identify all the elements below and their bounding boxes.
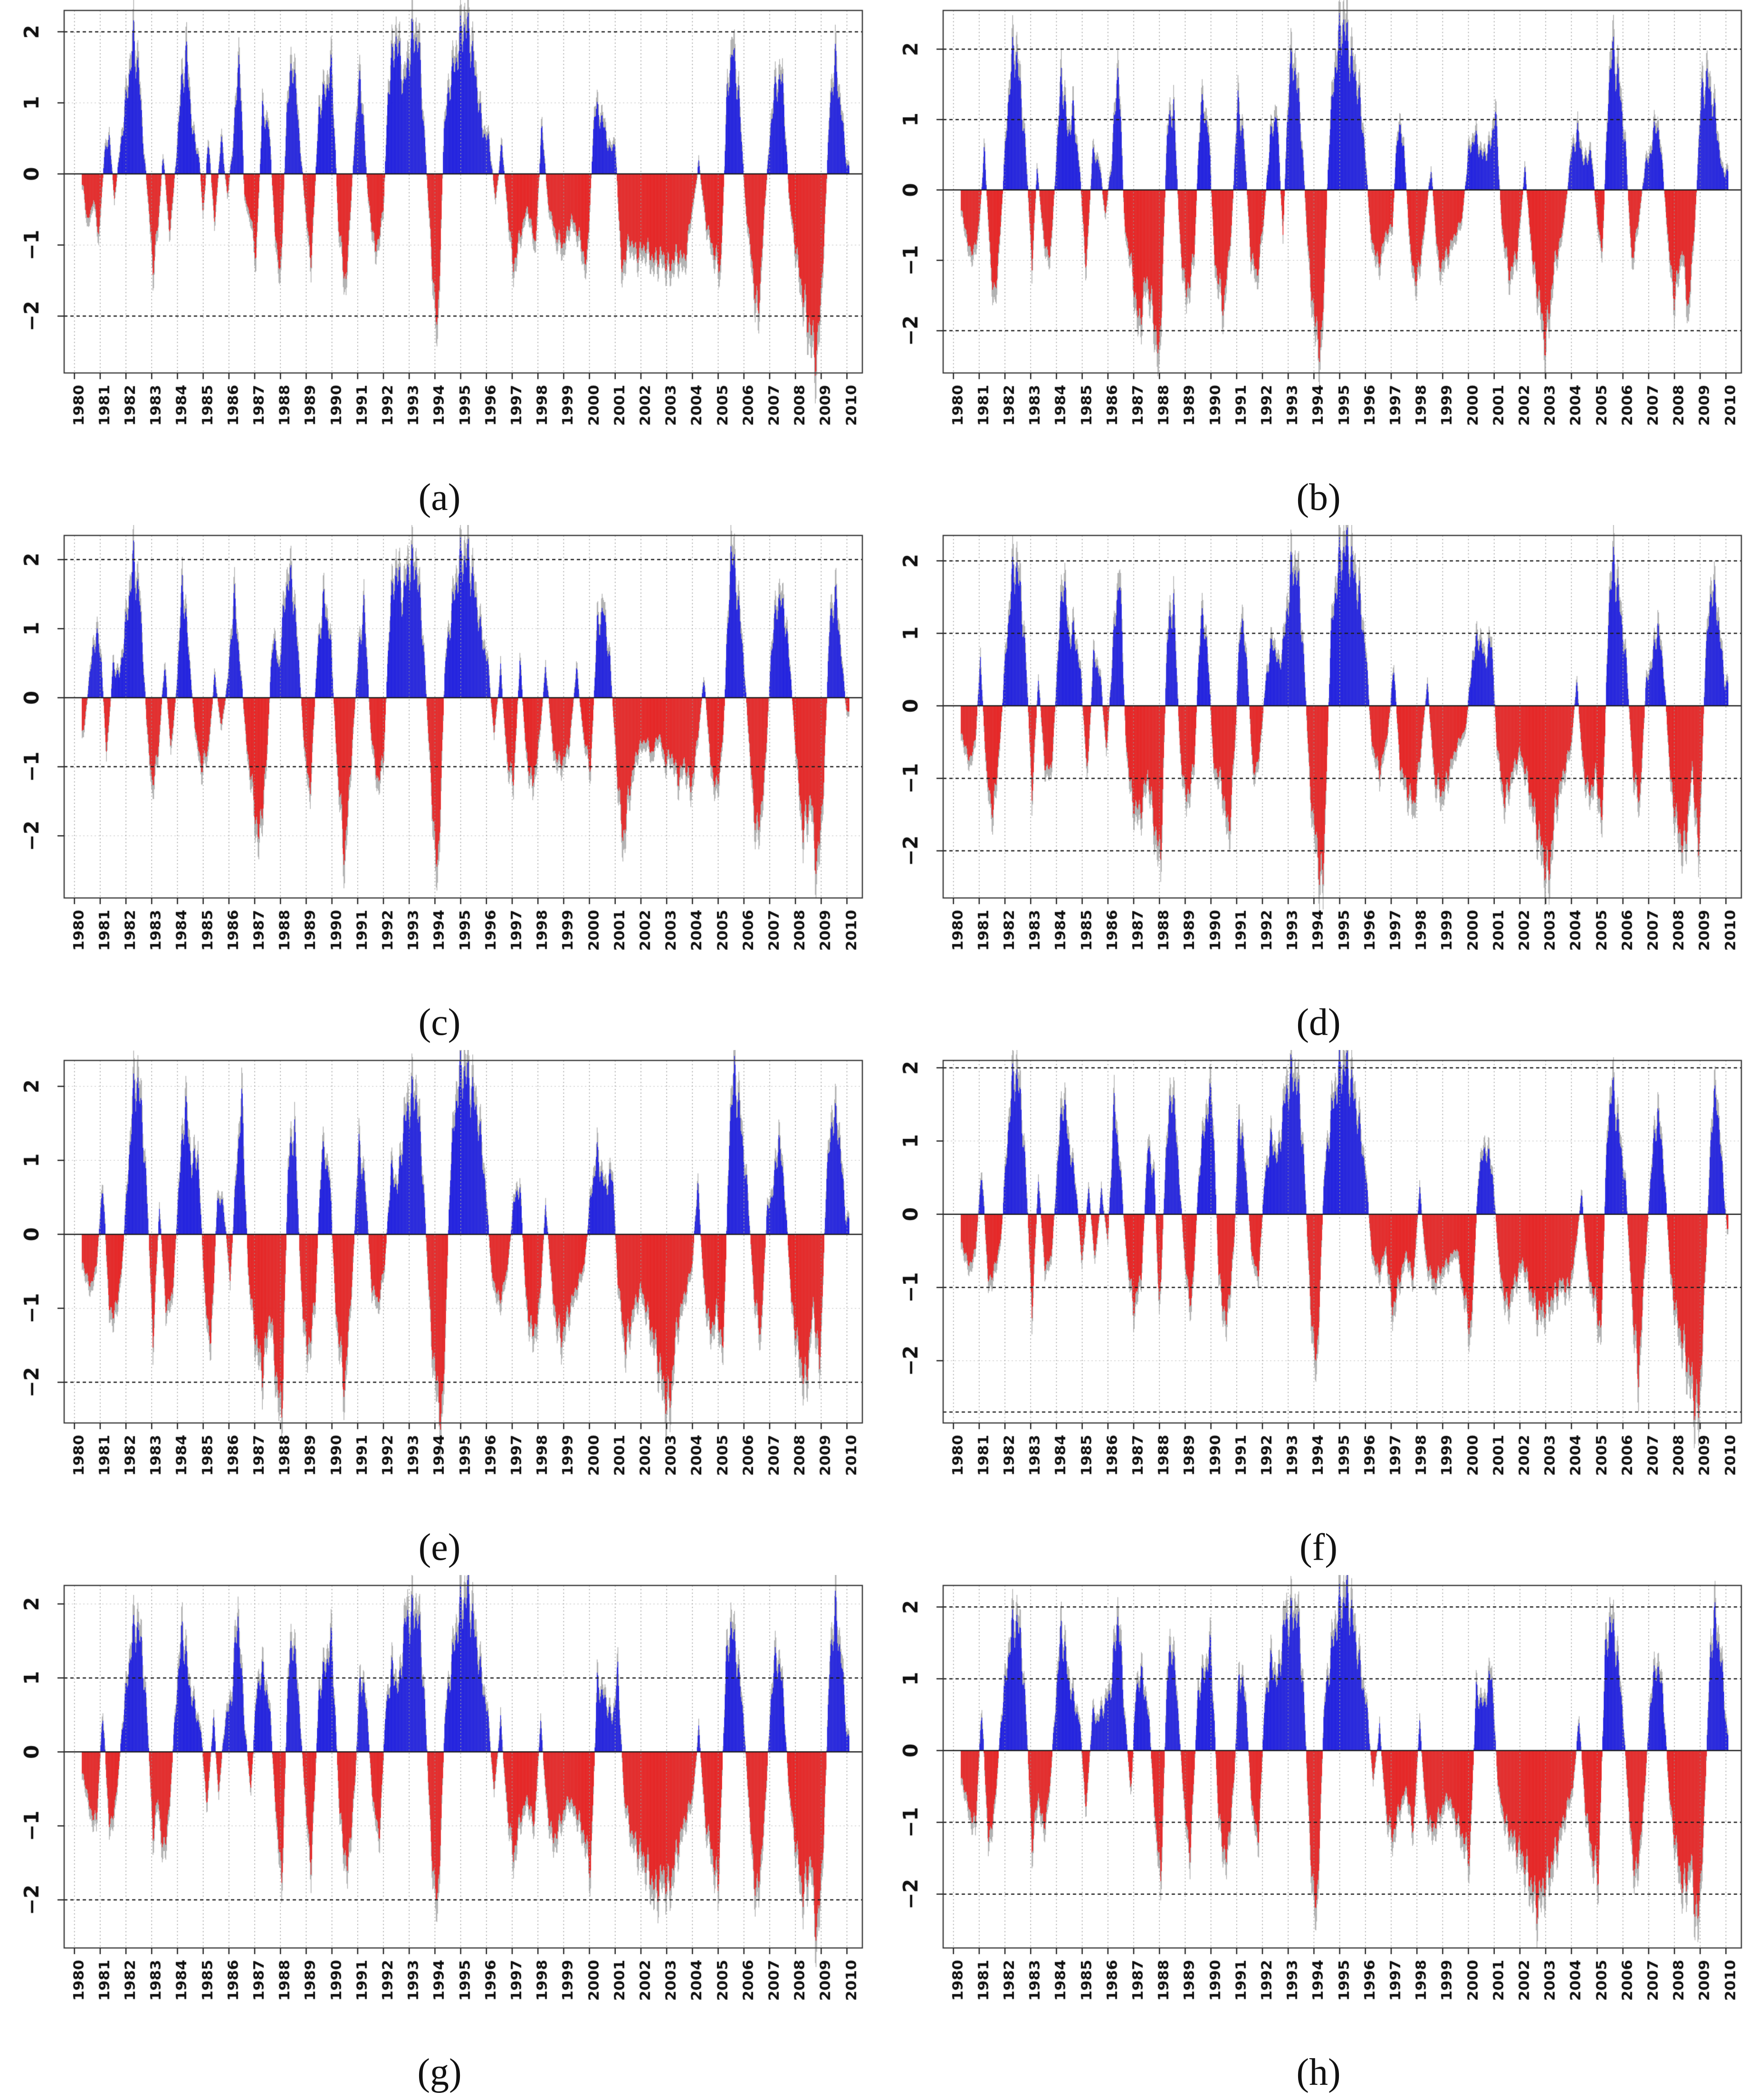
panel-f-plot-canvas: [879, 1050, 1758, 1525]
panel-g-plot-canvas: [0, 1575, 879, 2050]
panel-e: (e): [0, 1050, 879, 1575]
panel-e-caption: (e): [418, 1527, 461, 1568]
panel-e-plot-canvas: [0, 1050, 879, 1525]
panel-f-caption: (f): [1299, 1527, 1338, 1568]
panel-c: (c): [0, 525, 879, 1050]
panel-d: (d): [879, 525, 1758, 1050]
panel-b-caption: (b): [1296, 477, 1341, 518]
panel-h-caption: (h): [1296, 2052, 1341, 2093]
panel-c-caption: (c): [418, 1002, 461, 1043]
panel-h-plot-canvas: [879, 1575, 1758, 2050]
panel-d-caption: (d): [1296, 1002, 1341, 1043]
panel-g-caption: (g): [417, 2052, 462, 2093]
panel-h: (h): [879, 1575, 1758, 2100]
panel-b: (b): [879, 0, 1758, 525]
panel-a-plot-canvas: [0, 0, 879, 475]
panel-c-plot-canvas: [0, 525, 879, 1000]
panel-a: (a): [0, 0, 879, 525]
panel-g: (g): [0, 1575, 879, 2100]
panel-a-caption: (a): [418, 477, 461, 518]
panel-b-plot-canvas: [879, 0, 1758, 475]
panel-f: (f): [879, 1050, 1758, 1575]
panel-d-plot-canvas: [879, 525, 1758, 1000]
